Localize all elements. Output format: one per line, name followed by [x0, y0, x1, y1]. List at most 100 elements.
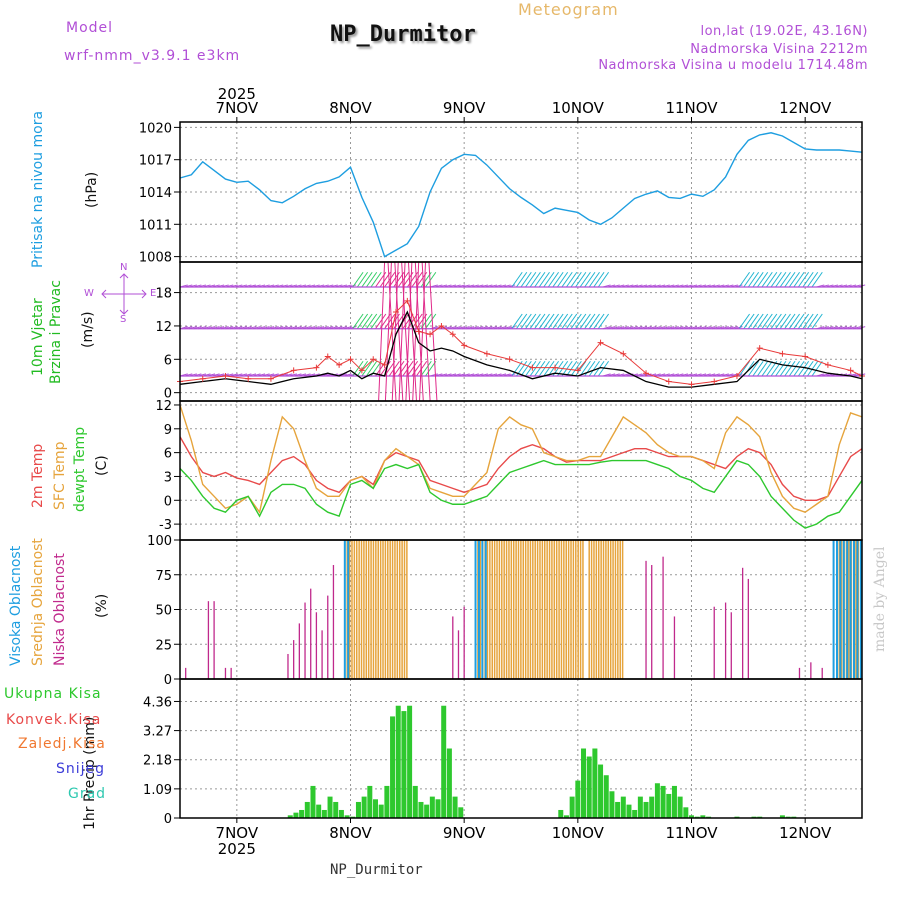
x-tick-label-bottom: 10NOV — [552, 824, 605, 842]
precip-bar — [666, 793, 672, 818]
precip-bar — [316, 804, 322, 818]
y-tick-label: 1020 — [139, 121, 172, 136]
precip-bar — [683, 807, 689, 818]
wind-barb — [356, 271, 369, 288]
wind-gust-marker — [381, 361, 388, 368]
legend-snow: Snijeg — [56, 761, 106, 777]
precip-bar — [321, 809, 327, 818]
precip-bar — [643, 801, 649, 818]
wind-barb — [425, 271, 437, 288]
x-tick-label-bottom: 12NOV — [779, 824, 832, 842]
wind-barb — [770, 313, 782, 330]
wind-barb — [366, 360, 378, 377]
wind-barb — [811, 271, 823, 288]
wind-barb — [405, 261, 413, 402]
wind-gust-marker — [643, 370, 650, 377]
wind-barb — [738, 271, 750, 288]
precip-bar — [581, 748, 587, 818]
precip-bar — [378, 804, 384, 818]
compass-n: N — [120, 262, 128, 273]
wind-barb — [566, 271, 578, 288]
precip-bar — [626, 804, 632, 818]
y-tick-label: 6 — [164, 447, 172, 462]
legend-hail: Grad — [68, 786, 107, 802]
x-tick-label-bottom: 11NOV — [665, 824, 718, 842]
temp-dew-line — [179, 459, 863, 529]
meteogram-label: Meteogram — [518, 0, 619, 19]
precip-bar — [458, 807, 464, 818]
y-tick-label: 0 — [164, 494, 172, 509]
precip-bar — [654, 783, 660, 818]
wind-barb — [784, 271, 796, 288]
wind-barb — [547, 271, 560, 288]
y-tick-label: -3 — [159, 518, 172, 533]
wind-barb — [529, 271, 541, 288]
precip-bar — [558, 809, 564, 818]
wind-gust-marker — [392, 309, 399, 316]
wind-barb — [420, 360, 432, 377]
wind-barb — [784, 313, 796, 330]
wind-barb — [366, 271, 378, 288]
x-tick-label-bottom: 9NOV — [443, 824, 486, 842]
wind-barb — [401, 261, 411, 402]
precip-bar — [649, 796, 655, 818]
pressure-line — [179, 132, 863, 258]
compass-icon — [101, 273, 147, 315]
precip-bar — [637, 796, 643, 818]
y-tick-label: 0 — [164, 387, 172, 402]
wind-barb — [352, 271, 364, 288]
y-tick-label: 1.09 — [143, 783, 172, 798]
legend-frozen: Zaledj.Kisa — [18, 736, 106, 752]
wind-barb — [775, 360, 787, 377]
wind-barb — [525, 313, 537, 330]
precip-bar — [441, 705, 447, 818]
wind-barb — [561, 313, 573, 330]
wind-barb — [428, 261, 438, 402]
page-title: NP_Durmitor — [330, 22, 476, 47]
precip-bar — [310, 785, 316, 818]
wind-barb — [738, 360, 750, 377]
wind-barb — [394, 261, 404, 402]
precip-bar — [287, 815, 293, 818]
wind-barb — [516, 313, 528, 330]
y-tick-label: 0 — [164, 673, 172, 688]
precip-bar — [615, 801, 621, 818]
coords-label: lon,lat (19.02E, 43.16N) — [700, 24, 868, 39]
precip-bar — [700, 815, 706, 818]
wind-barb — [370, 271, 382, 288]
wind-barb — [761, 313, 773, 330]
wind-barb — [411, 271, 423, 288]
wind-barb — [584, 271, 596, 288]
wind-barb — [575, 360, 587, 377]
wind-barb — [356, 360, 369, 377]
wind-gust-marker — [597, 339, 604, 346]
wind-barb — [747, 271, 760, 288]
wind-barb — [757, 360, 769, 377]
wind-gust-marker — [358, 367, 365, 374]
wind-barb — [570, 313, 582, 330]
wind-barb — [588, 313, 600, 330]
wind-gust-marker — [461, 342, 468, 349]
wind-barb — [543, 271, 555, 288]
precip-bar — [435, 799, 441, 818]
x-tick-label-top: 10NOV — [552, 99, 605, 117]
wind-barb — [807, 360, 819, 377]
precip-bar — [293, 812, 299, 818]
wind-barb — [770, 271, 782, 288]
wind-barb — [797, 360, 810, 377]
wind-gust-marker — [438, 322, 445, 329]
y-tick-label: 50 — [155, 604, 172, 619]
wind-gust-marker — [711, 378, 718, 385]
wind-barb — [397, 271, 409, 288]
x-tick-label-top: 11NOV — [665, 99, 718, 117]
wind-gust-marker — [427, 331, 434, 338]
wind-gust-marker — [824, 361, 831, 368]
wind-barb — [761, 360, 773, 377]
wind-barb — [584, 313, 596, 330]
y-tick-label: 25 — [155, 638, 172, 653]
wind-barb — [556, 271, 569, 288]
y-tick-label: 0 — [164, 812, 172, 827]
x-tick-label-top: 9NOV — [443, 99, 486, 117]
wind-gust-marker — [449, 331, 456, 338]
wind-barb — [747, 313, 760, 330]
